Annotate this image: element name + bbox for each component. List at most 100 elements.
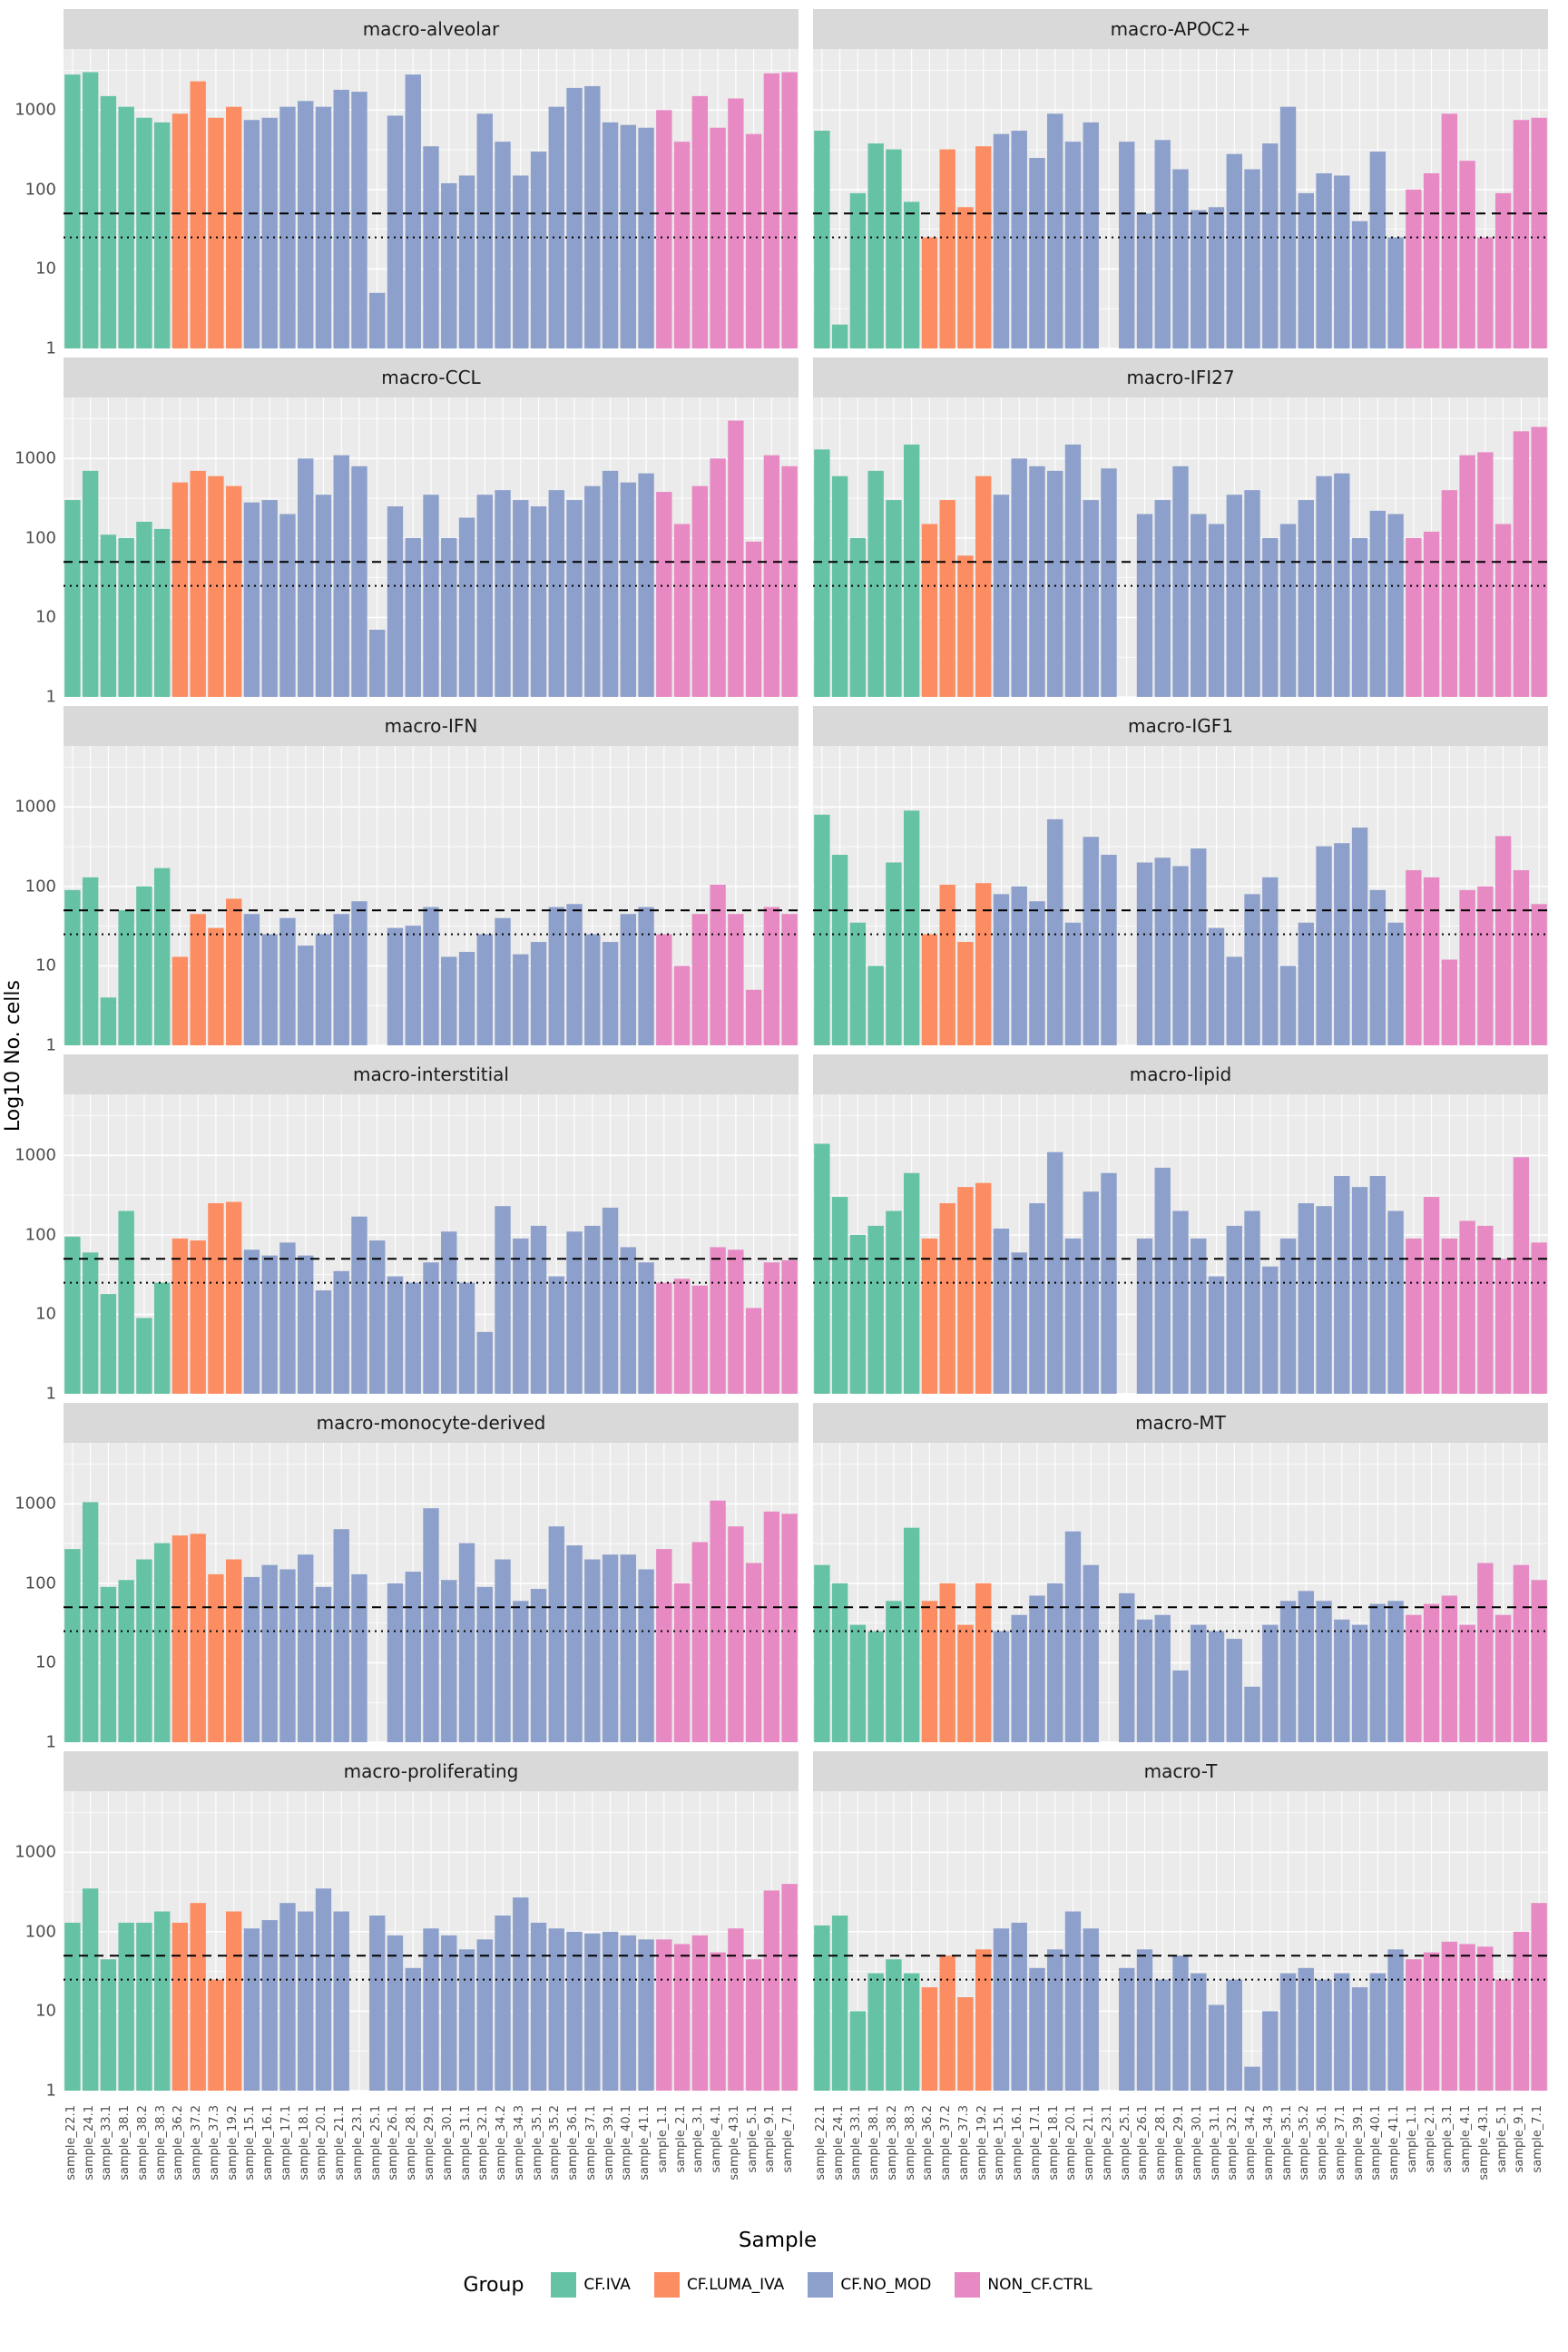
bar — [1047, 1583, 1063, 1742]
bar — [1047, 1152, 1063, 1394]
bar — [82, 1252, 99, 1394]
bar — [849, 2011, 867, 2091]
bar — [1513, 869, 1530, 1045]
bar — [620, 1935, 637, 2091]
bar — [814, 131, 830, 348]
bar — [405, 74, 421, 348]
y-axis-ticks: 1 10 100 1000 — [7, 358, 64, 707]
bar — [423, 906, 439, 1045]
legend-key: CF.NO_MOD — [808, 2272, 931, 2298]
legend-label: CF.NO_MOD — [840, 2276, 932, 2294]
bar — [781, 1514, 798, 1742]
bar — [867, 1225, 884, 1394]
bar — [1244, 894, 1260, 1045]
bar — [208, 1979, 224, 2091]
x-tick-label: sample_2.1 — [1423, 2105, 1437, 2173]
bar — [118, 106, 134, 348]
facet-title: macro-proliferating — [64, 1751, 799, 1791]
bar — [1083, 1564, 1099, 1742]
bar — [458, 175, 475, 348]
bar — [315, 1888, 332, 2091]
bar — [1029, 1967, 1045, 2091]
bar — [1477, 452, 1494, 697]
bar — [602, 122, 619, 348]
bar — [190, 914, 206, 1045]
x-tick-label: sample_31.1 — [1208, 2105, 1222, 2180]
bar — [1334, 175, 1350, 348]
bar — [530, 1225, 547, 1394]
y-axis-ticks: 1 10 100 1000 — [7, 706, 64, 1055]
y-tick-label: 1 — [45, 338, 56, 358]
bar — [476, 113, 493, 348]
bar — [993, 1228, 1010, 1394]
bar — [513, 500, 529, 697]
bar — [405, 537, 421, 697]
facet-panel — [813, 1791, 1548, 2091]
facet-panel — [64, 746, 799, 1045]
bar — [1513, 1931, 1530, 2091]
x-tick-label: sample_2.1 — [673, 2105, 688, 2173]
legend-key: CF.IVA — [551, 2272, 631, 2298]
bar — [867, 470, 884, 697]
bar — [1172, 1670, 1189, 1742]
facet-title: macro-CCL — [64, 358, 799, 397]
bar — [728, 420, 744, 697]
bar — [1047, 1949, 1063, 2091]
bar — [279, 514, 296, 697]
x-tick-label: sample_22.1 — [64, 2105, 78, 2180]
bar — [548, 906, 564, 1045]
bar — [476, 495, 493, 697]
bar — [1244, 169, 1260, 348]
bar — [1441, 1595, 1458, 1742]
bar — [867, 143, 884, 348]
bar — [441, 1935, 457, 2091]
bar — [1369, 510, 1387, 697]
bar — [584, 1559, 601, 1742]
facet: macro-APOC2+ — [813, 9, 1548, 348]
bar — [369, 629, 386, 697]
x-tick-label: sample_25.1 — [1118, 2105, 1132, 2180]
bar — [1191, 210, 1207, 348]
bar — [1119, 1967, 1135, 2091]
bar — [1083, 837, 1099, 1045]
bar — [351, 466, 368, 697]
bar — [939, 500, 956, 697]
bar — [1011, 1614, 1027, 1742]
bar — [1298, 922, 1314, 1045]
bar — [1477, 886, 1494, 1045]
bar — [691, 1285, 709, 1394]
bar — [1011, 131, 1027, 348]
bar — [1531, 1242, 1547, 1394]
bar — [656, 1549, 672, 1742]
bar — [620, 482, 637, 697]
bar — [530, 152, 547, 348]
bar — [405, 1282, 421, 1394]
x-tick-label: sample_26.1 — [387, 2105, 401, 2180]
bar — [64, 74, 81, 348]
x-tick-label: sample_38.2 — [135, 2105, 150, 2180]
bar — [153, 528, 171, 697]
bar — [957, 942, 974, 1045]
bar — [495, 917, 511, 1045]
bar — [1083, 122, 1099, 348]
x-tick-label: sample_31.1 — [458, 2105, 473, 2180]
facet-row: 1 10 100 1000 macro-proliferating macro-T — [7, 1751, 1568, 2101]
bar — [1064, 922, 1082, 1045]
bar — [1351, 1187, 1368, 1394]
x-tick-label: sample_43.1 — [727, 2105, 741, 2180]
bar — [781, 72, 798, 348]
x-tick-label: sample_7.1 — [1531, 2105, 1545, 2173]
bar — [1494, 1259, 1512, 1394]
bar — [975, 1182, 992, 1394]
bar — [638, 1939, 654, 2091]
y-tick-label: 1000 — [15, 797, 56, 817]
bar — [745, 1563, 762, 1742]
bar — [225, 1911, 242, 2091]
x-tick-label: sample_38.1 — [118, 2105, 132, 2180]
bar — [1011, 886, 1027, 1045]
x-tick-label: sample_16.1 — [261, 2105, 276, 2180]
bar — [1262, 877, 1279, 1045]
bar — [118, 537, 134, 697]
bar — [1477, 1563, 1494, 1742]
bar — [458, 517, 475, 697]
